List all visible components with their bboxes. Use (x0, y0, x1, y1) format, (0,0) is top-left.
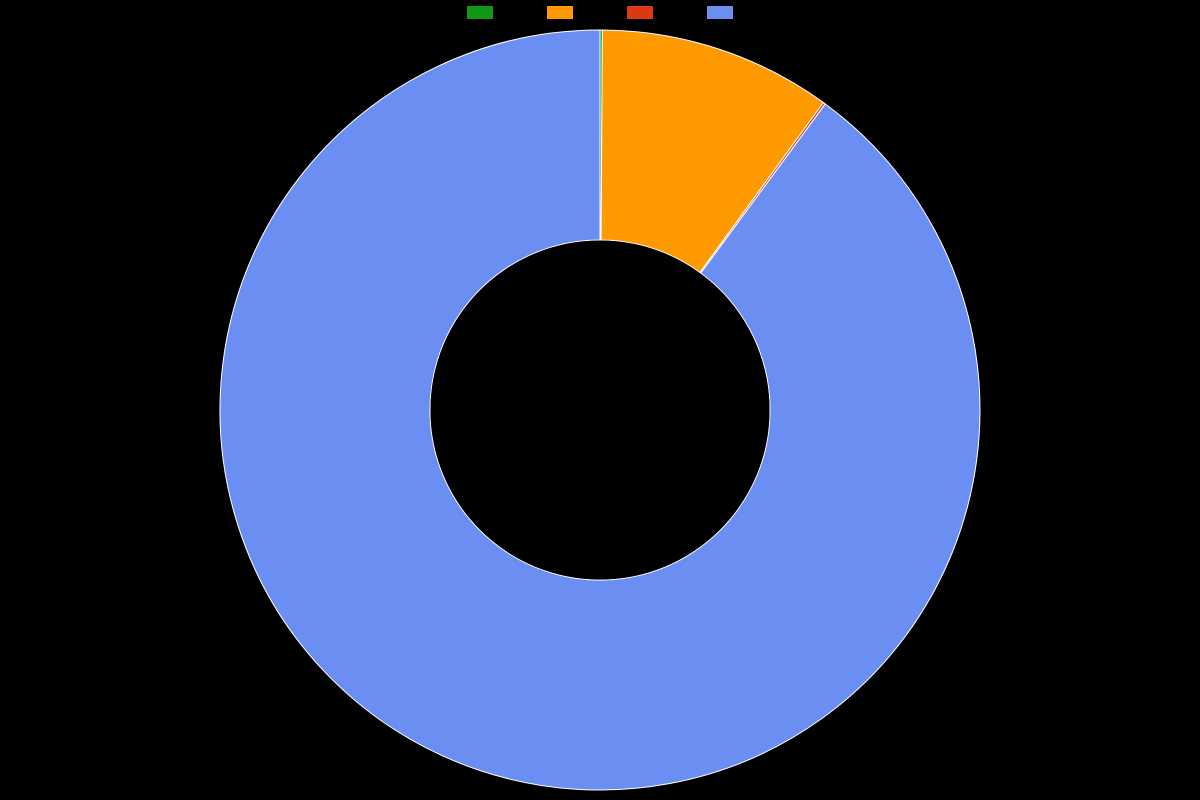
legend-swatch-green (467, 6, 493, 19)
legend-swatch-blue (707, 6, 733, 19)
legend-swatch-red (627, 6, 653, 19)
donut-hole (431, 241, 770, 580)
donut-svg (0, 20, 1200, 800)
legend (0, 6, 1200, 19)
donut-chart (0, 20, 1200, 800)
legend-swatch-orange (547, 6, 573, 19)
chart-stage (0, 0, 1200, 800)
